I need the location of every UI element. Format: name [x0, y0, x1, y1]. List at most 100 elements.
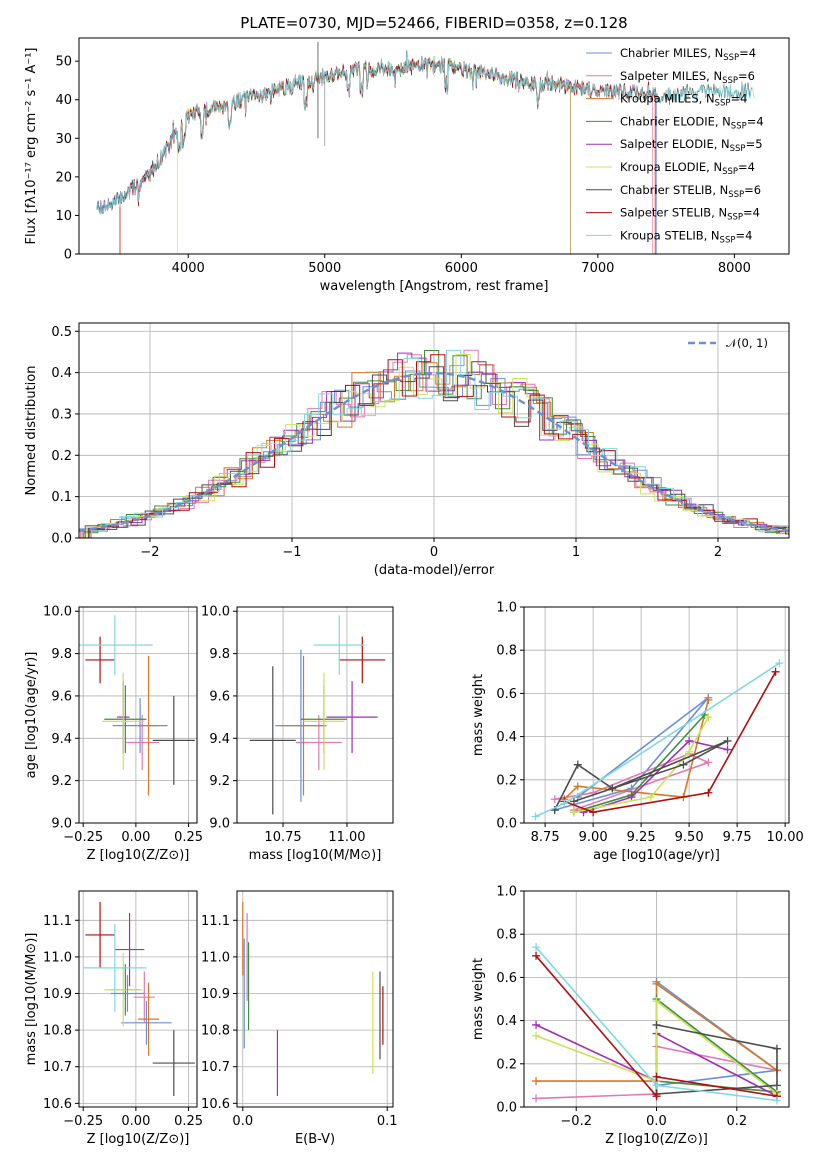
legend-entry: Kroupa STELIB, NSSP=4 [620, 228, 752, 245]
x-tick-label: 0 [430, 545, 438, 560]
weight-series-line [656, 1024, 778, 1095]
y-tick-label: 0.4 [496, 730, 517, 745]
y-tick-label: 10.7 [201, 1060, 230, 1075]
legend-main: Chabrier ELODIE, N [620, 114, 731, 128]
y-tick-label: 0.0 [51, 532, 72, 547]
weight-point-marker [772, 1096, 781, 1105]
legend-main: Salpeter ELODIE, N [620, 137, 730, 151]
legend-main: Chabrier STELIB, N [620, 183, 728, 197]
legend-entry: 𝒩(0, 1) [726, 336, 768, 350]
weight-point-marker [531, 812, 540, 821]
weight-point-marker [608, 784, 617, 793]
legend-sub: SSP [715, 99, 731, 109]
legend-tail: =4 [743, 206, 760, 220]
x-tick-label: 8000 [718, 261, 751, 276]
legend-tail: =4 [738, 160, 755, 174]
y-tick-label: 0.8 [496, 928, 517, 943]
x-tick-label: −0.2 [560, 1114, 592, 1129]
spectrum-series-line [96, 49, 756, 215]
legend-sub: SSP [728, 190, 744, 200]
x-tick-label: −2 [140, 545, 159, 560]
weight-series-line [553, 740, 728, 811]
weight-point-marker [532, 1020, 541, 1029]
weight-point-marker [550, 795, 559, 804]
x-tick-label: −0.25 [63, 830, 103, 845]
legend-entry: Chabrier ELODIE, NSSP=4 [620, 114, 764, 131]
y-tick-label: 9.8 [51, 647, 72, 662]
age-vs-metallicity-plot: −0.25 0.00 0.25 9.0 9.2 9.4 9.6 9.8 10.0 Z [log10… [24, 605, 203, 863]
x-axis-label: age [log10(age/yr)] [593, 848, 720, 863]
weight-point-marker [652, 1092, 661, 1101]
legend-sub: SSP [727, 213, 743, 223]
y-tick-label: 0.3 [51, 407, 72, 422]
plot-frame [523, 606, 790, 824]
grid-lines [79, 891, 197, 1107]
plot-frame [78, 606, 198, 824]
grid-lines [237, 607, 393, 824]
weight-point-marker [532, 943, 541, 952]
histograms [79, 349, 789, 538]
y-tick-label: 0.2 [496, 1057, 517, 1072]
x-tick-label: 6000 [445, 261, 478, 276]
legend-main: Kroupa STELIB, N [620, 228, 720, 242]
x-tick-label: −1 [282, 545, 301, 560]
x-tick-label: 2 [714, 545, 722, 560]
x-tick-label: 11.00 [328, 830, 365, 845]
normal-curve [79, 371, 789, 532]
y-tick-label: 10.6 [201, 1097, 230, 1112]
y-tick-label: 9.6 [51, 689, 72, 704]
y-tick-label: 10 [55, 209, 72, 224]
y-tick-label: 1.0 [496, 885, 517, 900]
x-tick-label: 0.00 [121, 1114, 150, 1129]
x-axis-label: Z [log10(Z/Z⊙)] [87, 848, 190, 863]
figure-title: PLATE=0730, MJD=52466, FIBERID=0358, z=0… [240, 14, 627, 32]
y-tick-label: 0.4 [51, 366, 72, 381]
plot-frame [78, 37, 790, 255]
x-tick-label: 7000 [581, 261, 614, 276]
y-tick-label: 0.2 [51, 449, 72, 464]
y-tick-label: 0.4 [496, 1014, 517, 1029]
weight-point-marker [569, 797, 578, 806]
x-axis-label: mass [log10(M/M⊙)] [249, 848, 382, 863]
weight-lines [531, 659, 784, 821]
x-axis-label: wavelength [Angstrom, rest frame] [320, 279, 549, 294]
weight-series-line [564, 671, 777, 814]
x-tick-label: 0.25 [174, 830, 203, 845]
legend-entry: Chabrier STELIB, NSSP=6 [620, 183, 761, 200]
weight-point-marker [723, 745, 732, 754]
weight-point-marker [704, 758, 713, 767]
histogram-series [81, 362, 789, 538]
y-axis-label: Normed distribution [24, 366, 39, 496]
weight-point-marker [589, 808, 598, 817]
y-axis-label: Flux [fλ10⁻¹⁷ erg cm⁻² s⁻¹ A⁻¹] [24, 48, 39, 245]
grid-lines [79, 607, 197, 824]
histogram-series [87, 361, 789, 538]
weight-series-line [554, 697, 709, 811]
x-tick-label: 9.25 [627, 830, 656, 845]
weight-point-marker [652, 1081, 661, 1090]
plot-frame [236, 606, 394, 824]
y-tick-label: 11.1 [201, 914, 230, 929]
y-axis-label: mass [log10(M/M⊙)] [24, 933, 39, 1066]
x-tick-label: 0.1 [377, 1114, 398, 1129]
legend-entry: Salpeter ELODIE, NSSP=5 [620, 137, 763, 154]
weight-point-marker [704, 695, 713, 704]
legend-tail: =6 [744, 183, 761, 197]
legend-sub: SSP [723, 53, 739, 63]
weight-point-marker [560, 799, 569, 808]
legend-main: Chabrier MILES, N [620, 46, 723, 60]
plot-frame [523, 890, 790, 1108]
grid-lines [237, 891, 393, 1107]
y-tick-label: 0.0 [496, 1101, 517, 1116]
x-axis-label: (data-model)/error [374, 563, 495, 578]
age-vs-mass-plot: 10.75 11.00 9.0 9.2 9.4 9.6 9.8 10.0 mass [log10… [201, 605, 394, 863]
y-tick-label: 40 [55, 93, 72, 108]
error-bars [242, 901, 384, 1097]
y-tick-label: 30 [55, 132, 72, 147]
weight-point-marker [685, 747, 694, 756]
weight-point-marker [771, 667, 780, 676]
y-tick-label: 0.8 [496, 644, 517, 659]
weight-point-marker [627, 793, 636, 802]
